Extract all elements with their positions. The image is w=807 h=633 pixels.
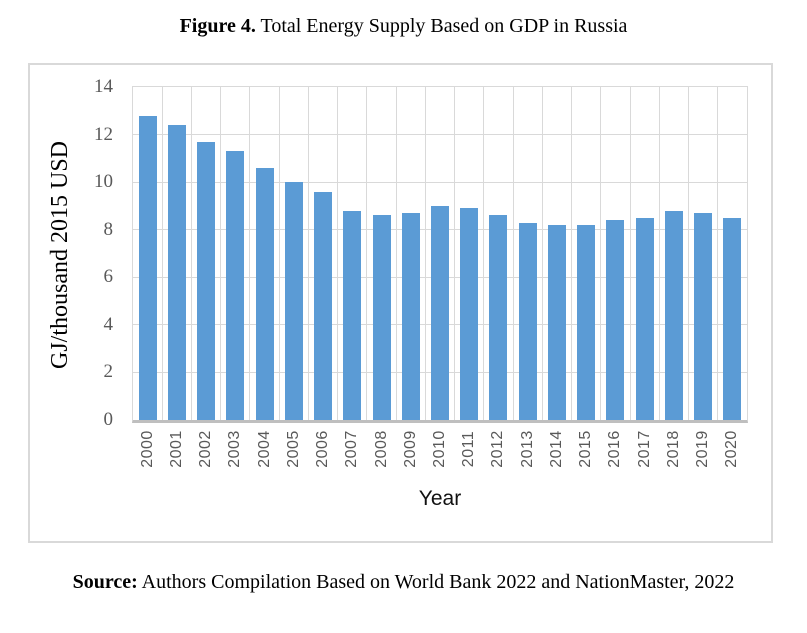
x-tick-label: 2010 <box>431 430 448 468</box>
v-gridline <box>366 87 368 420</box>
x-tick-label: 2020 <box>723 430 741 468</box>
x-tick-label: 2012 <box>489 430 507 468</box>
plot-area <box>132 86 748 423</box>
v-gridline <box>395 87 397 420</box>
bar-2013 <box>518 222 537 420</box>
y-axis-title: GJ/thousand 2015 USD <box>47 141 73 370</box>
x-tick-label: 2002 <box>197 430 215 468</box>
v-gridline <box>658 87 660 420</box>
v-gridline <box>629 87 631 420</box>
x-tick-label: 2011 <box>460 430 478 468</box>
bar-2012 <box>489 215 508 420</box>
x-tick-label: 2005 <box>284 430 302 468</box>
figure-title: Figure 4. Total Energy Supply Based on G… <box>0 15 807 38</box>
v-gridline <box>424 87 426 420</box>
y-tick-label: 0 <box>103 409 114 430</box>
x-axis-title: Year <box>418 487 462 510</box>
x-tick-label: 2016 <box>606 430 624 468</box>
v-gridline <box>307 87 309 420</box>
bar-2016 <box>606 220 625 420</box>
x-tick-label: 2015 <box>577 430 595 468</box>
x-tick-label: 2000 <box>138 430 156 468</box>
bar-2002 <box>197 141 216 420</box>
bar-2014 <box>547 224 566 420</box>
bar-2018 <box>664 210 683 420</box>
y-tick-label: 4 <box>103 313 114 335</box>
x-tick-label: 2014 <box>547 430 565 468</box>
y-tick-label: 2 <box>103 361 114 383</box>
v-gridline <box>688 87 690 420</box>
x-tick-label: 2019 <box>694 430 712 468</box>
bar-2005 <box>284 182 303 420</box>
bar-2011 <box>460 208 479 420</box>
bar-2020 <box>723 217 742 420</box>
y-tick-label: 14 <box>94 76 113 97</box>
source-label: Source: <box>72 571 138 593</box>
figure-title-text: Total Energy Supply Based on GDP in Russ… <box>255 15 628 37</box>
x-tick-label: 2006 <box>314 430 332 468</box>
bar-2000 <box>138 115 157 420</box>
y-tick-label: 6 <box>103 266 114 288</box>
v-gridline <box>571 87 573 420</box>
v-gridline <box>161 87 163 420</box>
x-tick-label: 2013 <box>518 430 536 468</box>
v-gridline <box>220 87 222 420</box>
source-text: Authors Compilation Based on World Bank … <box>137 571 735 593</box>
y-tick-label: 8 <box>103 218 114 240</box>
source-caption: Source: Authors Compilation Based on Wor… <box>0 571 807 594</box>
v-gridline <box>600 87 602 420</box>
bar-2019 <box>694 213 713 420</box>
v-gridline <box>278 87 280 420</box>
x-tick-label: 2004 <box>255 430 273 468</box>
x-tick-label: 2003 <box>226 430 244 468</box>
x-tick-label: 2001 <box>167 430 185 468</box>
bar-2010 <box>431 205 449 420</box>
bar-2015 <box>577 224 596 420</box>
y-tick-label: 10 <box>94 171 113 193</box>
v-gridline <box>454 87 456 420</box>
chart-container: GJ/thousand 2015 USD 0 2 4 6 8 10 12 14 2000 2001… <box>28 63 773 543</box>
h-gridline <box>133 134 747 136</box>
bar-2007 <box>343 210 362 420</box>
x-tick-label: 2007 <box>343 430 361 468</box>
bar-2008 <box>372 215 391 420</box>
x-tick-label: 2018 <box>664 430 682 468</box>
v-gridline <box>337 87 339 420</box>
x-tick-label: 2008 <box>372 430 390 468</box>
figure-title-label: Figure 4. <box>179 15 256 37</box>
bar-2003 <box>226 151 245 420</box>
x-tick-label: 2009 <box>401 430 419 468</box>
bar-2006 <box>314 191 333 420</box>
bar-2009 <box>401 213 420 420</box>
h-gridline <box>133 181 747 183</box>
bar-2004 <box>255 167 274 420</box>
v-gridline <box>512 87 514 420</box>
x-tick-label: 2017 <box>635 430 653 468</box>
v-gridline <box>541 87 543 420</box>
y-tick-label: 12 <box>94 123 113 145</box>
bar-2001 <box>167 125 186 420</box>
bar-2017 <box>635 217 654 420</box>
v-gridline <box>717 87 719 420</box>
v-gridline <box>190 87 192 420</box>
v-gridline <box>483 87 485 420</box>
v-gridline <box>249 87 251 420</box>
